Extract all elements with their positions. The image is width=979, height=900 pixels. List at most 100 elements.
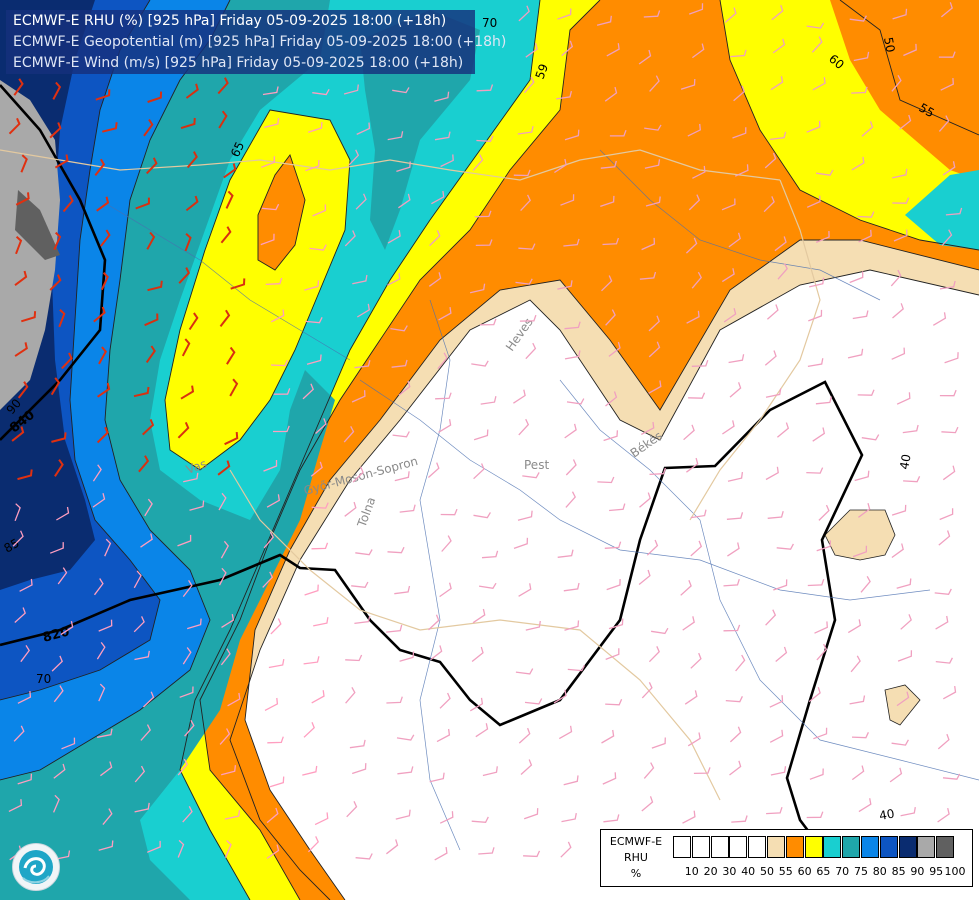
wind-barb bbox=[147, 280, 163, 292]
wind-barb bbox=[723, 579, 740, 587]
wind-barb bbox=[721, 268, 735, 283]
wind-barb bbox=[265, 277, 283, 286]
wind-barb bbox=[429, 230, 441, 247]
wind-barb bbox=[430, 645, 443, 661]
wind-barb bbox=[476, 135, 494, 142]
wind-barb bbox=[221, 613, 235, 628]
title-geopotential: ECMWF-E Geopotential (m) [925 hPa] Frida… bbox=[13, 34, 507, 50]
wind-barb bbox=[434, 847, 448, 861]
wind-barb bbox=[811, 36, 823, 53]
wind-barb bbox=[892, 168, 908, 179]
wind-barb bbox=[519, 314, 537, 322]
wind-barb bbox=[806, 120, 821, 133]
wind-barb bbox=[52, 81, 62, 100]
wind-barb bbox=[517, 126, 534, 135]
wind-barb bbox=[263, 460, 278, 472]
wind-barb bbox=[134, 765, 146, 783]
wind-barb bbox=[564, 423, 577, 439]
wind-barb bbox=[690, 509, 707, 519]
wind-barb bbox=[351, 390, 366, 403]
wind-barb bbox=[892, 8, 908, 20]
wind-barb bbox=[21, 311, 37, 323]
wind-barb bbox=[557, 280, 573, 290]
wind-barb bbox=[892, 303, 904, 319]
wind-barb bbox=[644, 159, 661, 169]
wind-barb bbox=[937, 733, 950, 750]
wind-barb bbox=[438, 307, 452, 321]
wind-barb bbox=[815, 396, 833, 405]
wind-barb bbox=[857, 389, 875, 396]
wind-barb bbox=[732, 127, 747, 139]
wind-barb bbox=[816, 540, 832, 552]
wind-barb bbox=[180, 117, 196, 130]
wind-barb bbox=[557, 8, 572, 20]
wind-barb bbox=[135, 197, 150, 210]
wind-barb bbox=[854, 470, 870, 482]
wind-barb bbox=[646, 539, 659, 556]
wind-barb bbox=[437, 352, 448, 370]
wind-barb bbox=[601, 275, 613, 292]
wind-barb bbox=[942, 465, 956, 481]
wind-barb bbox=[98, 346, 108, 365]
wind-barb bbox=[311, 502, 329, 509]
wind-barb bbox=[14, 342, 28, 357]
wind-barb bbox=[932, 312, 947, 326]
wind-barb bbox=[8, 799, 23, 812]
wind-barb bbox=[690, 652, 702, 669]
wind-barb bbox=[428, 272, 442, 287]
wind-barb bbox=[49, 542, 64, 554]
legend-unit: % bbox=[630, 867, 642, 880]
wind-barb bbox=[343, 425, 355, 443]
wind-barb bbox=[61, 737, 76, 750]
wind-barb bbox=[563, 775, 579, 786]
wind-barb bbox=[184, 719, 195, 737]
wind-barb bbox=[387, 546, 405, 554]
wind-barb bbox=[62, 195, 74, 213]
wind-barb bbox=[386, 624, 403, 633]
wind-barb bbox=[686, 310, 700, 324]
wind-barb bbox=[17, 773, 33, 785]
wind-barb bbox=[766, 304, 779, 320]
wind-barb bbox=[351, 763, 367, 775]
wind-barb bbox=[220, 540, 229, 559]
wind-barb bbox=[808, 687, 821, 703]
wind-barb bbox=[53, 685, 64, 703]
wind-barb bbox=[102, 808, 113, 826]
wind-barb bbox=[92, 464, 102, 482]
wind-barb bbox=[54, 459, 64, 477]
wind-barb bbox=[638, 569, 651, 586]
legend-tick-label: 50 bbox=[760, 865, 774, 878]
wind-barb bbox=[53, 763, 66, 779]
wind-barb bbox=[809, 768, 824, 780]
wind-barb bbox=[96, 728, 113, 738]
wind-barb bbox=[816, 169, 834, 176]
wind-barb bbox=[726, 512, 744, 520]
wind-barb bbox=[680, 78, 696, 90]
wind-barb bbox=[439, 582, 452, 598]
wind-barb bbox=[777, 263, 788, 280]
wind-barb bbox=[770, 766, 787, 776]
wind-barb bbox=[938, 51, 956, 58]
wind-barb bbox=[264, 697, 279, 711]
wind-barb bbox=[641, 796, 654, 812]
wind-barb bbox=[776, 543, 794, 550]
wind-barb bbox=[853, 51, 870, 62]
wind-barb bbox=[518, 5, 530, 22]
wind-barb bbox=[262, 86, 279, 96]
wind-barb bbox=[604, 541, 622, 549]
wind-barb bbox=[469, 697, 484, 712]
wind-barb bbox=[346, 801, 358, 818]
wind-barb bbox=[386, 839, 399, 855]
wind-barb bbox=[343, 84, 359, 95]
wind-barb bbox=[891, 74, 902, 92]
wind-barb bbox=[133, 616, 145, 633]
wind-barb bbox=[513, 537, 529, 550]
wind-barb bbox=[935, 657, 953, 664]
wind-barb bbox=[219, 728, 231, 745]
wind-barb bbox=[807, 578, 825, 587]
wind-barb bbox=[436, 728, 451, 743]
wind-barb bbox=[140, 724, 151, 741]
rivers bbox=[99, 149, 979, 851]
wind-barb bbox=[861, 121, 874, 137]
wind-barb bbox=[264, 118, 280, 129]
